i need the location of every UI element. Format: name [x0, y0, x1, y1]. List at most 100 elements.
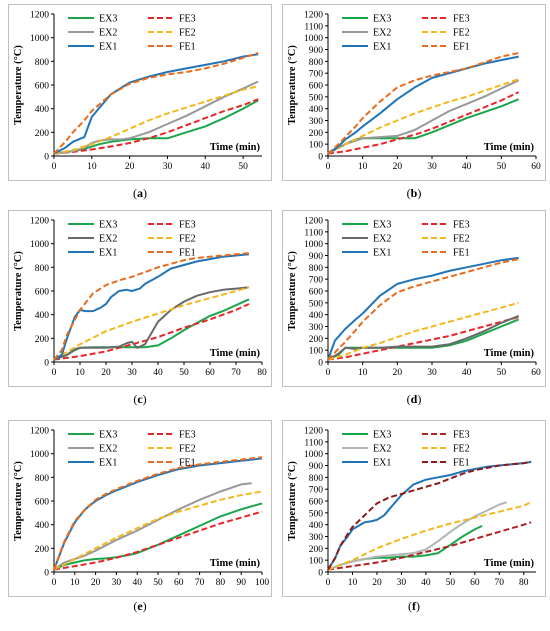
- legend-label-ex1: EX1: [373, 42, 391, 53]
- legend-label-ex2: EX2: [99, 444, 117, 455]
- y-axis-label: Temperature (°C): [287, 461, 298, 541]
- x-tick-label: 70: [195, 578, 205, 588]
- y-axis-label: Temperature (°C): [13, 461, 24, 541]
- x-tick-label: 50: [153, 578, 163, 588]
- y-tick-label: 1200: [304, 11, 323, 21]
- panel-b: 0100200300400500600700800900100011001200…: [282, 4, 546, 200]
- legend-label-fe1: FE1: [179, 42, 196, 53]
- y-tick-label: 900: [309, 462, 324, 472]
- y-tick-label: 100: [309, 347, 324, 357]
- y-tick-label: 500: [309, 299, 324, 309]
- x-tick-label: 60: [531, 368, 541, 378]
- y-axis-label: Temperature (°C): [13, 45, 24, 125]
- x-tick-label: 30: [163, 162, 173, 172]
- x-tick-label: 70: [495, 578, 505, 588]
- y-tick-label: 800: [35, 474, 50, 484]
- series-line-ex2: [53, 80, 259, 155]
- series-line-fe3: [327, 91, 520, 155]
- x-tick-label: 0: [52, 162, 57, 172]
- series-line-ex1: [327, 460, 532, 571]
- y-tick-label: 700: [309, 486, 324, 496]
- panel-caption: (e): [133, 599, 146, 613]
- x-tick-label: 20: [125, 162, 135, 172]
- y-tick-label: 600: [309, 498, 324, 508]
- y-tick-label: 0: [44, 359, 49, 369]
- legend-label-fe3: FE3: [179, 14, 196, 25]
- y-tick-label: 300: [309, 117, 324, 127]
- y-tick-label: 200: [35, 335, 50, 345]
- y-tick-label: 400: [309, 105, 324, 115]
- legend-label-ex1: EX1: [373, 248, 391, 259]
- y-tick-label: 800: [309, 474, 324, 484]
- legend-label-fe2: FE2: [453, 444, 470, 455]
- legend-label-ex2: EX2: [99, 28, 117, 39]
- x-tick-label: 10: [70, 578, 80, 588]
- x-tick-label: 80: [257, 368, 267, 378]
- y-tick-label: 400: [35, 311, 50, 321]
- panel-border: [282, 420, 546, 597]
- x-tick-label: 30: [127, 368, 137, 378]
- x-tick-label: 20: [372, 578, 382, 588]
- series-line-fe2: [53, 286, 250, 361]
- x-tick-label: 40: [462, 162, 472, 172]
- y-tick-label: 200: [35, 129, 50, 139]
- x-tick-label: 30: [397, 578, 407, 588]
- x-axis-label: Time (min): [210, 142, 261, 153]
- y-tick-label: 400: [35, 105, 50, 115]
- y-tick-label: 700: [309, 70, 324, 80]
- y-tick-label: 800: [309, 58, 324, 68]
- panel-c: 0 200 400 600 800 1000 1200 0 10 20 30 40 50 60 70 80 Te…: [8, 210, 272, 406]
- x-tick-label: 0: [52, 578, 57, 588]
- panel-caption: (d): [407, 392, 422, 406]
- series-line-fe1: [53, 252, 250, 361]
- y-axis-label: Temperature (°C): [287, 45, 298, 125]
- y-tick-label: 1200: [304, 217, 323, 227]
- y-tick-label: 1000: [30, 240, 49, 250]
- series-line-fe1: [327, 258, 519, 361]
- legend-label-fe2: FE2: [179, 444, 196, 455]
- y-tick-label: 600: [309, 82, 324, 92]
- y-tick-label: 1000: [30, 34, 49, 44]
- y-axis-label: Temperature (°C): [287, 251, 298, 331]
- legend-label-fe3: FE3: [453, 14, 470, 25]
- y-tick-label: 500: [309, 509, 324, 519]
- x-tick-label: 70: [231, 368, 241, 378]
- y-tick-label: 600: [35, 498, 50, 508]
- legend-label-fe3: FE3: [453, 430, 470, 441]
- legend-label-fe1: FE1: [453, 248, 470, 259]
- x-tick-label: 80: [519, 578, 529, 588]
- legend-label-fe2: FE2: [179, 28, 196, 39]
- x-tick-label: 40: [132, 578, 142, 588]
- panel-caption: (f): [408, 599, 420, 613]
- y-tick-label: 200: [309, 129, 324, 139]
- y-tick-label: 0: [44, 569, 49, 579]
- x-tick-label: 50: [179, 368, 189, 378]
- x-tick-label: 20: [101, 368, 111, 378]
- y-tick-label: 500: [309, 93, 324, 103]
- panel-border: [8, 4, 272, 181]
- x-tick-label: 20: [393, 162, 403, 172]
- panel-e: 0 200 400 600 800 1000 1200 0 10 20 30 40 50 60 70 80 90…: [8, 420, 272, 613]
- series-line-fe3: [327, 316, 519, 361]
- legend-label-fe2: FE2: [453, 234, 470, 245]
- panel-d: 0100200300400500600700800900100011001200…: [282, 210, 546, 406]
- x-tick-label: 50: [446, 578, 456, 588]
- y-tick-label: 800: [309, 264, 324, 274]
- y-tick-label: 400: [309, 521, 324, 531]
- x-tick-label: 10: [348, 578, 358, 588]
- x-axis-label: Time (min): [484, 348, 535, 359]
- y-tick-label: 0: [318, 359, 323, 369]
- series-line-ef1: [327, 52, 519, 155]
- y-tick-label: 400: [35, 521, 50, 531]
- x-axis-label: Time (min): [210, 558, 261, 569]
- y-tick-label: 600: [35, 82, 50, 92]
- panel-caption: (a): [133, 186, 147, 200]
- y-tick-label: 800: [35, 58, 50, 68]
- legend-label-fe1: FE1: [179, 458, 196, 469]
- series-line-ex2: [53, 482, 252, 571]
- y-tick-label: 200: [309, 545, 324, 555]
- legend-label-fe3: FE3: [179, 430, 196, 441]
- legend-label-ex3: EX3: [373, 430, 391, 441]
- series-line-ex1: [53, 253, 250, 361]
